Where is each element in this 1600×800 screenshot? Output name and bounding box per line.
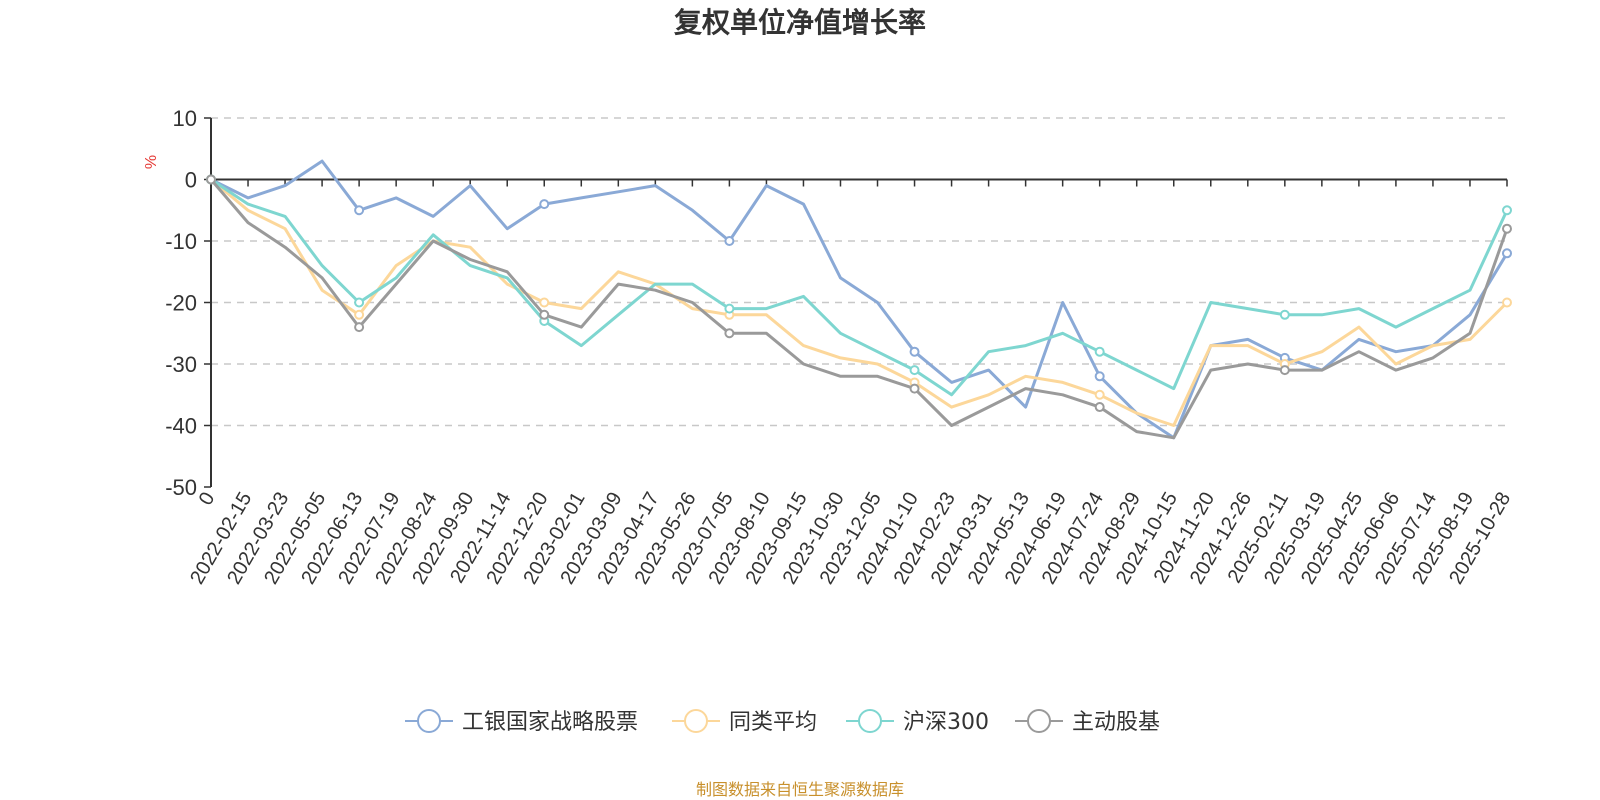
y-tick-label: -40 [165,414,197,439]
data-point [1502,205,1512,216]
data-point [1094,371,1105,382]
legend-item[interactable]: 主动股基 [1015,709,1160,735]
series-line [210,178,1509,427]
data-point [539,199,550,210]
data-point [354,297,365,308]
data-point [724,328,735,339]
legend[interactable]: 工银国家战略股票 同类平均 沪深300 主动股基 [405,709,1160,735]
y-axis-unit: % [143,155,160,169]
y-tick-label: -20 [165,291,197,316]
data-point [909,365,920,376]
data-point [1279,309,1290,320]
legend-label: 同类平均 [729,710,817,735]
legend-label: 工银国家战略股票 [462,710,638,735]
y-tick-label: 10 [173,106,197,131]
data-point [1502,297,1512,308]
series-line [209,178,1509,440]
data-point [1502,223,1512,234]
data-point [539,309,550,320]
y-tick-label: -50 [165,475,197,500]
data-point [1279,365,1290,376]
legend-item[interactable]: 沪深300 [846,709,989,735]
series-line [210,159,1509,440]
legend-item[interactable]: 同类平均 [672,709,817,735]
data-point [724,236,735,246]
data-point [1502,248,1512,259]
data-point [354,205,365,216]
series-line [210,178,1509,397]
data-point [206,174,216,185]
legend-marker [684,709,708,733]
legend-label: 主动股基 [1072,710,1160,735]
data-point [354,309,365,320]
axes [210,118,1507,487]
data-point [909,383,920,394]
data-point [1094,389,1105,400]
data-point [1094,346,1105,357]
data-point [724,303,735,314]
data-point [1094,402,1105,413]
legend-marker [417,709,441,733]
series-lines [206,159,1512,440]
source-note: 制图数据来自恒生聚源数据库 [696,780,904,799]
x-tick-label: 0 [195,489,220,510]
legend-marker [1027,709,1051,733]
grid-lines [211,117,1507,427]
y-tick-label: -30 [165,352,197,377]
y-tick-label: -10 [165,229,197,254]
y-tick-label: 0 [185,168,197,193]
y-axis-ticks: 10 0 -10 -20 -30 -40 -50 [165,106,211,500]
legend-item[interactable]: 工银国家战略股票 [405,709,638,735]
legend-marker [858,709,882,733]
data-point [354,322,365,333]
chart-title: 复权单位净值增长率 [674,6,926,39]
data-point [539,297,550,308]
data-point [909,346,920,357]
legend-label: 沪深300 [903,710,989,735]
